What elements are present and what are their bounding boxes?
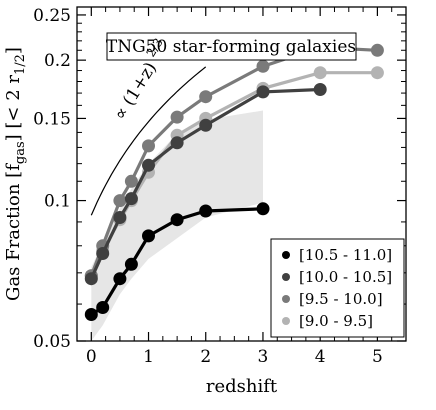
legend-label: [9.0 - 9.5] — [299, 312, 373, 330]
legend-item: [9.0 - 9.5] — [282, 312, 373, 330]
tick-layer: 0 1 2 3 4 5 0.05 0.1 0.15 0.2 0.25 — [33, 6, 407, 367]
x-axis-label: redshift — [206, 376, 278, 397]
legend: [10.5 - 11.0] [10.0 - 10.5] [9.5 - 10.0] [9… — [270, 238, 405, 338]
legend-label: [9.5 - 10.0] — [299, 290, 383, 308]
data-point — [199, 118, 213, 132]
plot-frame — [76, 6, 407, 342]
data-point — [142, 229, 155, 243]
legend-item: [10.0 - 10.5] — [282, 268, 392, 286]
legend-label: [10.0 - 10.5] — [299, 268, 392, 286]
data-point — [199, 204, 213, 218]
y-axis-label: Gas Fraction [fgas] [< 2 r1/2] — [3, 47, 28, 301]
x-tick-label: 1 — [143, 347, 154, 367]
legend-marker — [282, 317, 290, 325]
power-law-curve-layer — [90, 66, 207, 216]
chart-title-box: TNG50 star-forming galaxies — [106, 32, 357, 61]
y-tick-label: 0.25 — [33, 6, 71, 26]
data-point — [113, 211, 127, 224]
data-point — [170, 136, 184, 150]
legend-item: [10.5 - 11.0] — [282, 246, 392, 264]
data-point — [84, 308, 98, 321]
x-tick-label: 3 — [258, 347, 269, 367]
data-point — [199, 90, 213, 104]
legend-item: [9.5 - 10.0] — [282, 290, 383, 308]
data-point — [124, 192, 138, 206]
legend-label: [10.5 - 11.0] — [299, 246, 392, 264]
data-point — [170, 110, 184, 124]
data-point — [113, 272, 127, 286]
data-point — [370, 43, 384, 57]
data-point — [256, 202, 270, 216]
data-point — [370, 66, 384, 80]
x-tick-label: 2 — [200, 347, 211, 367]
y-axis-label-end: ] — [3, 47, 24, 54]
power-law-curve — [90, 66, 207, 216]
y-tick-label: 0.05 — [33, 332, 71, 352]
data-point — [256, 85, 270, 99]
y-tick-label: 0.2 — [44, 51, 71, 71]
data-point — [124, 257, 138, 271]
data-point — [170, 213, 184, 227]
data-point — [96, 247, 110, 260]
y-tick-label: 0.1 — [44, 192, 71, 212]
legend-marker — [282, 295, 290, 303]
legend-marker — [282, 251, 290, 259]
data-point — [113, 194, 127, 208]
data-point — [84, 272, 98, 286]
y-axis-label-main: Gas Fraction [f — [3, 163, 24, 301]
y-axis-label-tail-sub: 1/2 — [13, 54, 28, 75]
legend-marker — [282, 273, 290, 281]
legend-frame — [270, 238, 405, 338]
power-law-annotation-text: ∝ (1+z) — [110, 59, 161, 124]
data-point — [142, 158, 155, 172]
data-point — [313, 66, 327, 80]
x-tick-label: 0 — [86, 347, 97, 367]
series-2 — [84, 83, 327, 286]
series-3 — [84, 202, 270, 321]
chart-title: TNG50 star-forming galaxies — [106, 37, 356, 57]
data-point — [256, 59, 270, 73]
y-tick-label: 0.15 — [33, 109, 71, 129]
y-axis-label-tail: ] [< 2 r — [3, 75, 24, 142]
data-point — [124, 174, 138, 188]
y-axis-label-sub: gas — [13, 141, 28, 164]
x-tick-label: 5 — [372, 347, 383, 367]
data-point — [96, 301, 110, 314]
data-point — [142, 139, 155, 153]
title-box-frame — [106, 32, 357, 61]
x-tick-label: 4 — [315, 347, 326, 367]
data-point — [313, 83, 327, 96]
